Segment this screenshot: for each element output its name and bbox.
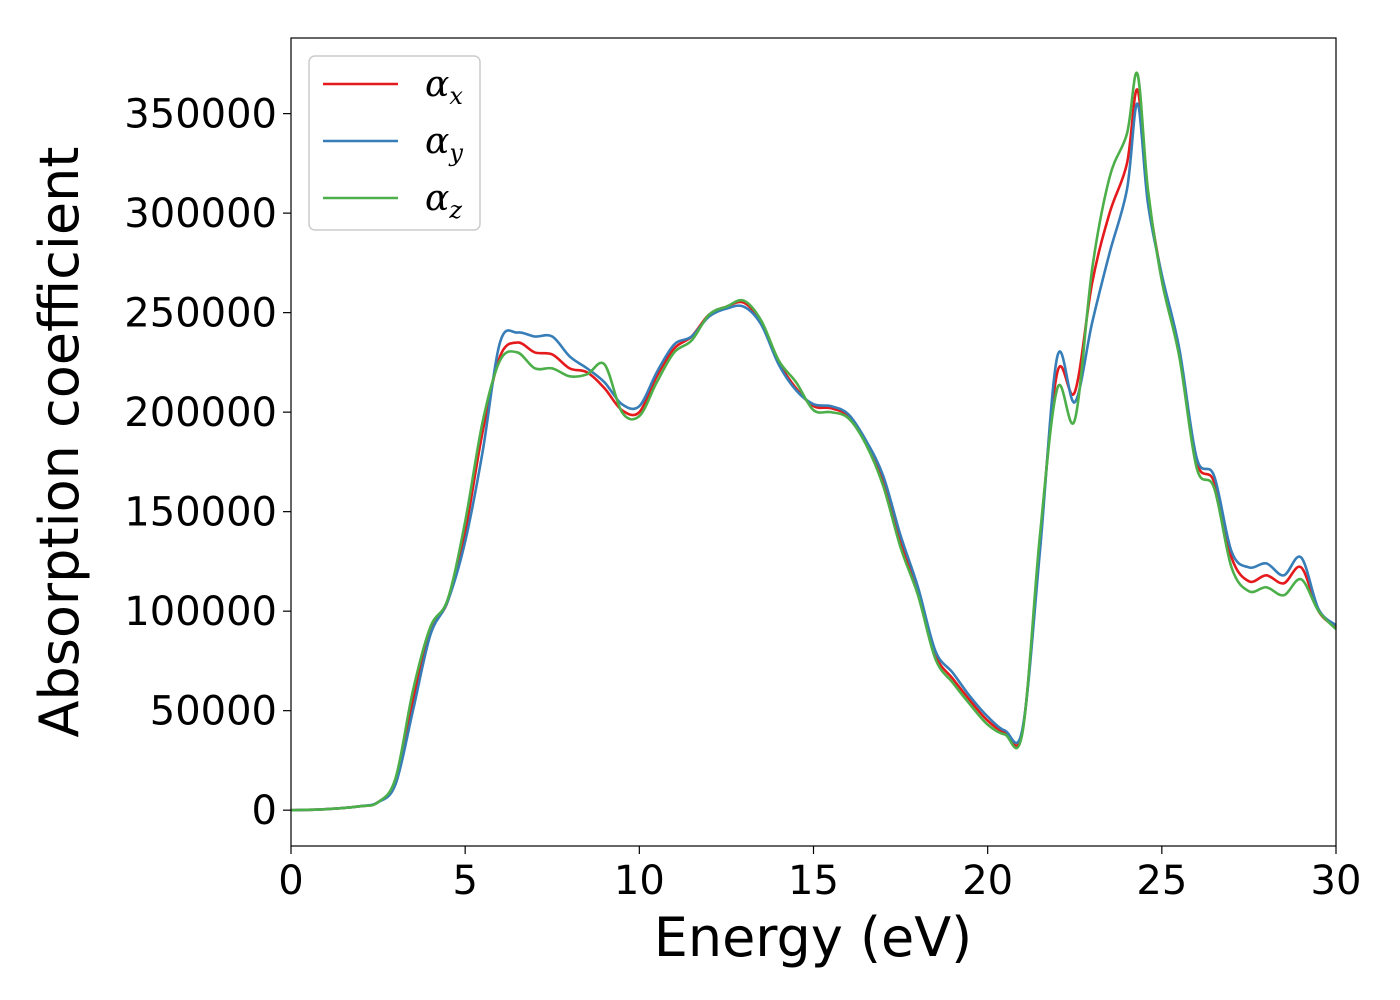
x-tick-label: 25 — [1136, 858, 1187, 904]
x-tick-label: 30 — [1311, 858, 1362, 904]
legend-label-z: αz — [425, 178, 462, 224]
x-tick-label: 20 — [962, 858, 1013, 904]
y-tick-label: 50000 — [150, 689, 277, 735]
legend: αx αy αz — [308, 55, 481, 231]
x-tick-label: 0 — [278, 858, 303, 904]
x-axis-title: Energy (eV) — [654, 906, 973, 969]
y-axis-ticks: 0 50000 100000 150000 200000 250000 300000 3500… — [124, 92, 291, 834]
x-tick-label: 5 — [452, 858, 477, 904]
series-layer — [290, 71, 1337, 812]
y-tick-label: 200000 — [124, 390, 277, 436]
y-tick-label: 150000 — [124, 490, 277, 536]
y-tick-label: 350000 — [124, 92, 277, 138]
legend-box — [308, 55, 481, 231]
x-tick-label: 15 — [788, 858, 839, 904]
y-tick-label: 0 — [252, 788, 277, 834]
y-tick-label: 250000 — [124, 291, 277, 337]
legend-label-y: αy — [425, 121, 463, 167]
series-line-z — [290, 71, 1337, 812]
x-tick-label: 10 — [614, 858, 665, 904]
x-axis-ticks: 0 5 10 15 20 25 30 — [278, 846, 1361, 904]
y-tick-label: 300000 — [124, 191, 277, 237]
legend-label-x: αx — [425, 64, 463, 110]
y-tick-label: 100000 — [124, 589, 277, 635]
y-axis-title: Absorption coefficient — [28, 147, 91, 738]
